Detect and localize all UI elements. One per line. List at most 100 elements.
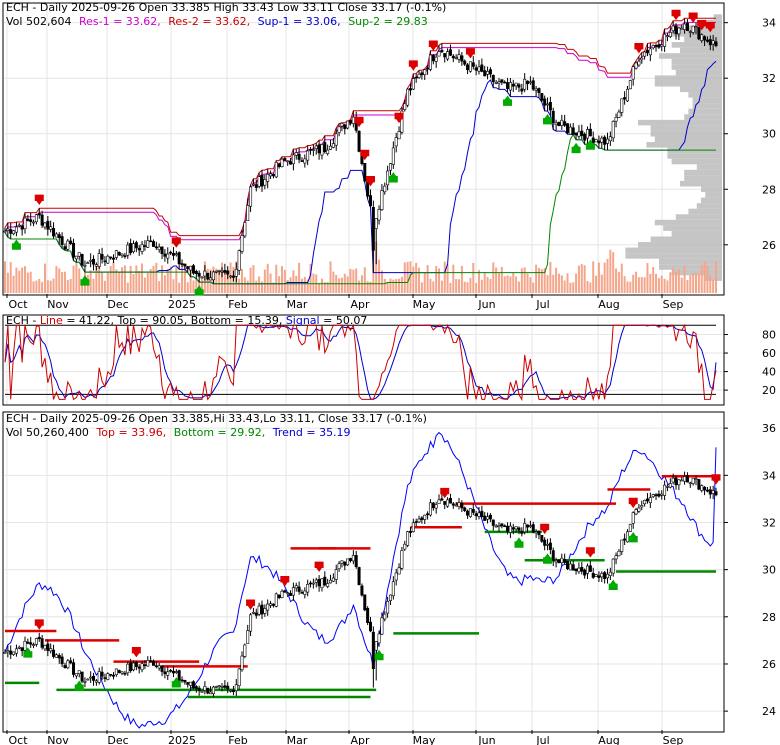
candle-body bbox=[614, 555, 618, 560]
candle-body bbox=[660, 493, 664, 496]
volume-bar bbox=[535, 264, 538, 293]
volume-profile-bar bbox=[680, 86, 722, 93]
candle-body bbox=[183, 680, 187, 683]
candle-body bbox=[223, 270, 227, 273]
candle-body bbox=[249, 186, 253, 207]
y-tick-label: 20 bbox=[762, 384, 776, 397]
sell-arrow bbox=[171, 237, 181, 248]
candle-body bbox=[114, 668, 118, 676]
candle-body bbox=[217, 685, 221, 687]
candle-body bbox=[420, 72, 424, 76]
candle-body bbox=[408, 88, 412, 91]
candle-body bbox=[146, 660, 150, 667]
volume-bar bbox=[383, 278, 386, 293]
candle-body bbox=[326, 583, 330, 587]
volume-bar bbox=[469, 278, 472, 293]
candle-body bbox=[92, 258, 96, 265]
candle-body bbox=[151, 241, 155, 247]
candle-body bbox=[151, 660, 155, 666]
candle-body bbox=[126, 244, 130, 256]
candle-body bbox=[591, 137, 595, 144]
sell-arrow bbox=[540, 523, 550, 535]
candle-body bbox=[537, 530, 541, 536]
candle-body bbox=[460, 55, 464, 62]
candle-body bbox=[166, 253, 170, 259]
candle-body bbox=[683, 476, 687, 482]
candle-body bbox=[137, 247, 141, 251]
volume-bar bbox=[646, 263, 649, 293]
volume-bar bbox=[303, 276, 306, 293]
candle-body bbox=[194, 271, 198, 275]
sell-arrow bbox=[688, 12, 698, 23]
candle-body bbox=[200, 276, 204, 279]
candle-body bbox=[317, 578, 321, 587]
candle-body bbox=[503, 525, 507, 528]
candle-body bbox=[571, 127, 575, 135]
volume-bar bbox=[403, 262, 406, 293]
volume-bar bbox=[4, 261, 6, 293]
sell-arrow bbox=[34, 619, 44, 630]
candle-body bbox=[383, 185, 387, 193]
sell-arrow bbox=[440, 487, 450, 499]
volume-bar bbox=[61, 272, 64, 293]
volume-bar bbox=[649, 273, 652, 293]
volume-profile-bar bbox=[654, 136, 722, 143]
volume-bar bbox=[486, 277, 489, 293]
panel3-title: ECH - Daily 2025-09-26 Open 33.385,Hi 33… bbox=[6, 412, 427, 425]
volume-bar bbox=[58, 268, 61, 293]
candle-body bbox=[340, 560, 344, 564]
candle-body bbox=[651, 45, 655, 49]
volume-profile-bar bbox=[671, 64, 722, 70]
candle-body bbox=[69, 660, 73, 664]
volume-bar bbox=[329, 261, 332, 293]
candle-body bbox=[617, 550, 621, 557]
candle-body bbox=[388, 163, 392, 171]
candle-body bbox=[149, 240, 153, 243]
candle-body bbox=[583, 133, 587, 141]
candle-body bbox=[494, 82, 498, 84]
candle-body bbox=[300, 160, 304, 162]
candle-body bbox=[491, 519, 495, 526]
volume-bar bbox=[572, 282, 575, 293]
candle-body bbox=[554, 122, 558, 125]
volume-bar bbox=[580, 264, 583, 293]
volume-bar bbox=[509, 276, 512, 293]
candle-body bbox=[326, 149, 330, 154]
candle-body bbox=[457, 54, 461, 60]
volume-bar bbox=[526, 273, 529, 293]
volume-bar bbox=[6, 272, 9, 293]
candle-body bbox=[46, 643, 50, 652]
volume-bar bbox=[552, 274, 555, 293]
candle-body bbox=[226, 270, 230, 275]
candle-body bbox=[206, 272, 210, 280]
sell-arrow bbox=[246, 599, 256, 610]
panel3-vol: Vol 50,260,400 bbox=[6, 426, 89, 439]
sell-arrow bbox=[365, 175, 375, 187]
panel2-prefix: ECH - bbox=[6, 314, 40, 327]
candle-body bbox=[648, 48, 652, 56]
candle-body bbox=[568, 126, 572, 135]
volume-bar bbox=[266, 263, 269, 293]
candle-body bbox=[446, 51, 450, 60]
x-tick-label: Jul bbox=[535, 298, 549, 311]
volume-bar bbox=[563, 280, 566, 293]
volume-bar bbox=[272, 282, 275, 293]
volume-bar bbox=[637, 277, 640, 293]
candle-body bbox=[286, 592, 290, 595]
volume-bar bbox=[680, 277, 683, 293]
candle-body bbox=[603, 136, 607, 145]
candle-body bbox=[520, 531, 524, 534]
candle-body bbox=[714, 41, 718, 47]
candle-body bbox=[157, 665, 161, 669]
volume-bar bbox=[49, 280, 52, 293]
sell-arrow bbox=[280, 576, 290, 587]
candle-body bbox=[86, 262, 90, 264]
volume-profile-bar bbox=[654, 219, 722, 226]
volume-bar bbox=[432, 281, 435, 293]
candle-body bbox=[66, 240, 70, 250]
x-tick-label: Jun bbox=[477, 734, 495, 745]
volume-bar bbox=[609, 249, 612, 293]
buy-arrow bbox=[514, 537, 524, 548]
volume-bar bbox=[663, 278, 666, 293]
candle-body bbox=[331, 577, 335, 582]
